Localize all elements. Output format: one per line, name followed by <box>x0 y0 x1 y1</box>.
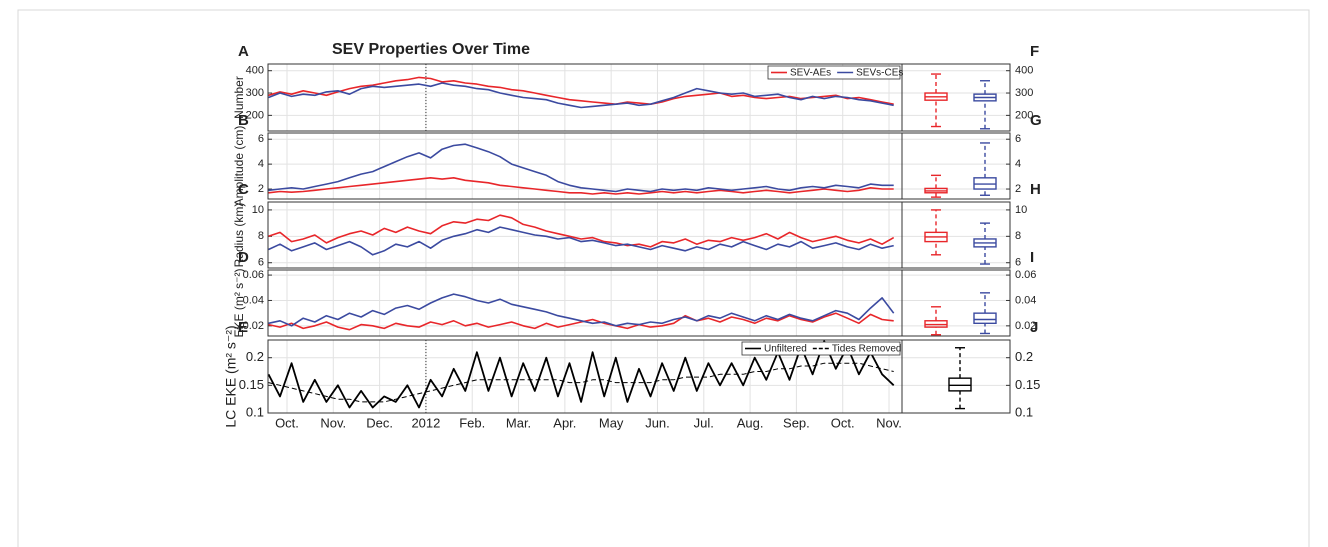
y-axis-label: Amplitude (cm) <box>232 126 246 207</box>
panel-letter: I <box>1030 249 1034 266</box>
box <box>973 312 997 325</box>
y-axis-label: EKE (m² s⁻²) <box>232 269 246 338</box>
y-tick-label: 0.06 <box>243 269 264 281</box>
legend-label: SEV-AEs <box>790 68 831 79</box>
y-tick-label: 2 <box>258 183 264 195</box>
x-tick-label: Oct. <box>275 415 299 430</box>
y-tick-label: 0.15 <box>239 377 264 392</box>
legend-box <box>767 65 901 80</box>
y-axis-label: Radius (km) <box>232 203 246 268</box>
y-tick-label: 6 <box>258 133 264 145</box>
y-axis-label: LC EKE (m² s⁻²) <box>223 325 239 427</box>
series-line <box>268 226 894 256</box>
series-line <box>268 293 895 327</box>
series-line <box>267 340 895 409</box>
y2-tick-label: 10 <box>1015 204 1027 216</box>
x-tick-label: Nov. <box>320 415 346 430</box>
panel-letter: B <box>238 112 249 129</box>
panel-letter: H <box>1030 181 1041 198</box>
chart-title: SEV Properties Over Time <box>332 41 530 58</box>
y2-tick-label: 0.04 <box>1015 294 1036 306</box>
series-line <box>268 214 895 248</box>
legend-label: Unfiltered <box>764 344 807 355</box>
x-tick-label: Feb. <box>459 415 485 430</box>
panel-letter: D <box>238 249 249 266</box>
panel-letter: F <box>1030 43 1039 60</box>
series-line <box>268 312 894 331</box>
y-tick-label: 200 <box>246 109 264 121</box>
y2-tick-label: 0.02 <box>1015 320 1036 332</box>
y-tick-label: 0.02 <box>243 320 264 332</box>
x-tick-label: Nov. <box>876 415 902 430</box>
axes-frame <box>901 339 1011 414</box>
series-line <box>268 76 894 105</box>
x-tick-label: Oct. <box>831 415 855 430</box>
panel-letter: A <box>238 43 249 60</box>
panel-letter: G <box>1030 112 1042 129</box>
box <box>948 377 972 392</box>
series-line <box>268 82 894 109</box>
figure-border <box>17 9 1310 547</box>
y2-tick-label: 0.15 <box>1015 377 1040 392</box>
axes-frame <box>267 201 903 269</box>
series-line <box>268 177 894 195</box>
x-tick-label: 2012 <box>411 415 440 430</box>
y-tick-label: 10 <box>252 204 264 216</box>
y-tick-label: 4 <box>258 158 264 170</box>
y-tick-label: 6 <box>258 257 264 269</box>
y-tick-label: 300 <box>246 87 264 99</box>
y-tick-label: 400 <box>246 65 264 77</box>
axes-frame <box>901 201 1011 269</box>
x-tick-label: May <box>599 415 624 430</box>
y2-tick-label: 6 <box>1015 257 1021 269</box>
x-tick-label: Sep. <box>783 415 810 430</box>
y2-tick-label: 300 <box>1015 87 1033 99</box>
legend-label: Tides Removed <box>832 344 902 355</box>
x-tick-label: Mar. <box>506 415 531 430</box>
y2-tick-label: 2 <box>1015 183 1021 195</box>
y-tick-label: 8 <box>258 230 264 242</box>
y2-tick-label: 200 <box>1015 109 1033 121</box>
x-tick-label: Aug. <box>737 415 764 430</box>
y-axis-label: Number <box>232 76 246 119</box>
y2-tick-label: 0.1 <box>1015 404 1033 419</box>
legend-label: SEVs-CEs <box>856 68 903 79</box>
x-tick-label: Jul. <box>694 415 714 430</box>
y-tick-label: 0.04 <box>243 294 264 306</box>
x-tick-label: Apr. <box>553 415 576 430</box>
panel-letter: E <box>238 319 248 336</box>
x-tick-label: Jun. <box>645 415 670 430</box>
y2-tick-label: 6 <box>1015 133 1021 145</box>
panel-letter: J <box>1030 319 1038 336</box>
axes-frame <box>901 132 1011 200</box>
y-tick-label: 0.1 <box>246 404 264 419</box>
axes-frame <box>901 269 1011 337</box>
y-tick-label: 0.2 <box>246 349 264 364</box>
axes-frame <box>901 63 1011 132</box>
y2-tick-label: 400 <box>1015 65 1033 77</box>
x-tick-label: Dec. <box>366 415 393 430</box>
y2-tick-label: 8 <box>1015 230 1021 242</box>
y2-tick-label: 4 <box>1015 158 1021 170</box>
y2-tick-label: 0.06 <box>1015 269 1036 281</box>
panel-letter: C <box>238 181 249 198</box>
y2-tick-label: 0.2 <box>1015 349 1033 364</box>
series-line <box>268 362 894 403</box>
series-line <box>268 143 894 193</box>
